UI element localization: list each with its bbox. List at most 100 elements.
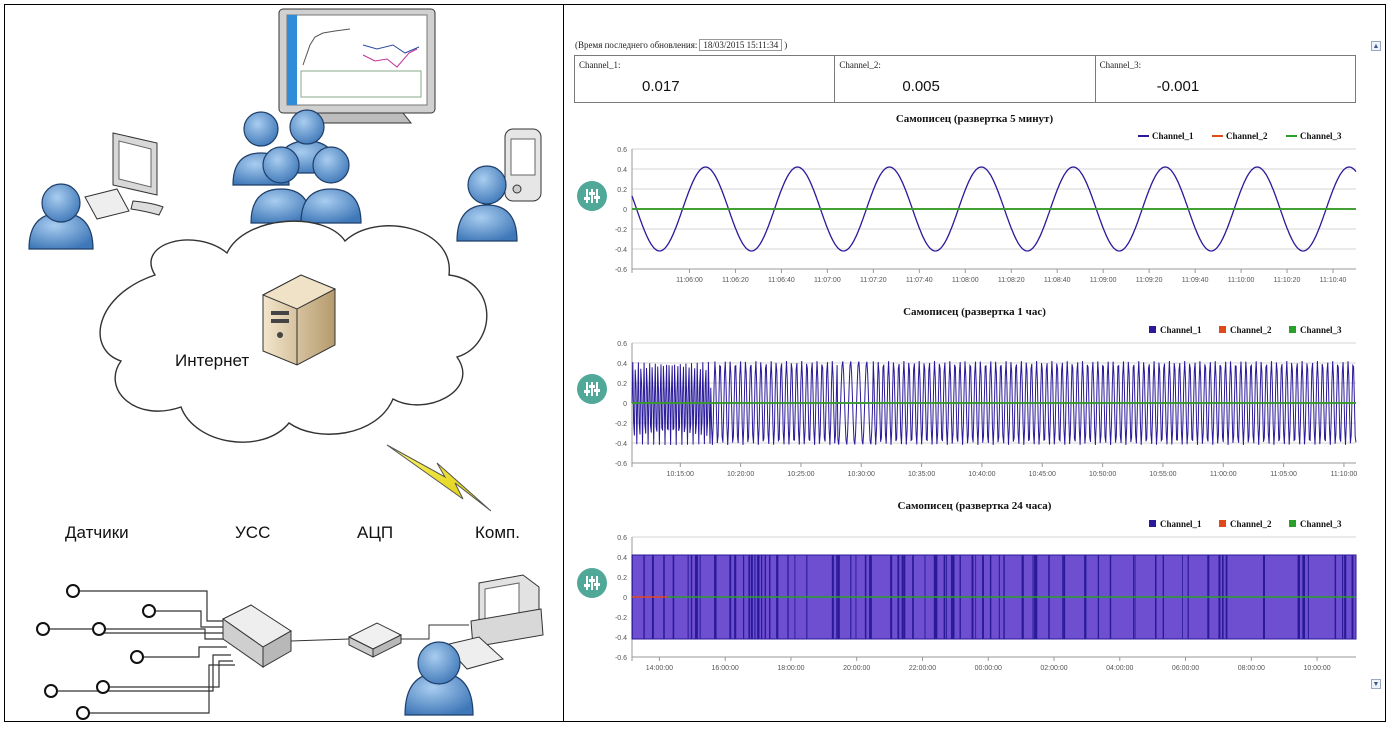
sliders-icon	[584, 189, 600, 203]
x-tick-label: 06:00:00	[1172, 665, 1199, 672]
x-tick-label: 10:00:00	[1303, 665, 1330, 672]
legend-label: Channel_2	[1230, 519, 1272, 529]
y-tick-label: 0.4	[617, 361, 627, 368]
x-tick-label: 10:30:00	[848, 471, 875, 478]
x-tick-label: 10:20:00	[727, 471, 754, 478]
y-tick-label: 0.2	[617, 381, 627, 388]
x-tick-label: 11:06:40	[768, 277, 795, 284]
chart-24h: Channel_3 Channel_2 Channel_1 0.6 0.4 0.2 0 -0.…	[615, 519, 1357, 672]
lightning-bolt-icon	[386, 444, 492, 512]
internet-label: Интернет	[175, 351, 250, 370]
y-tick-label: -0.4	[615, 635, 627, 642]
chart-1h-title: Самописец (развертка 1 час)	[903, 306, 1046, 318]
x-tick-label: 11:09:00	[1090, 277, 1117, 284]
x-tick-label: 11:09:20	[1136, 277, 1163, 284]
x-tick-label: 10:40:00	[968, 471, 995, 478]
legend-label: Channel_2	[1230, 325, 1272, 335]
x-tick-label: 14:00:00	[646, 665, 673, 672]
x-tick-label: 11:10:20	[1274, 277, 1301, 284]
channel-1-value: 0.017	[642, 78, 680, 95]
x-tick-label: 10:15:00	[667, 471, 694, 478]
y-tick-label: 0.2	[617, 575, 627, 582]
adc-label: АЦП	[357, 523, 394, 542]
recorder-panel: (Время последнего обновления: 18/03/2015 …	[564, 5, 1385, 721]
users-group-icon	[232, 109, 362, 224]
last-update-time: 18/03/2015 15:11:34	[699, 39, 783, 51]
legend-label: Channel_2	[1226, 131, 1268, 141]
channel-3-label: Channel_3:	[1099, 60, 1142, 70]
mobile-user-icon	[456, 128, 542, 242]
x-tick-label: 11:07:40	[906, 277, 933, 284]
chart-24h-title: Самописец (развертка 24 часа)	[897, 500, 1052, 512]
x-tick-label: 10:25:00	[787, 471, 814, 478]
legend-label: Channel_1	[1152, 131, 1194, 141]
sensor-icons	[36, 584, 156, 720]
last-update-suffix: )	[784, 40, 788, 50]
last-update-line: (Время последнего обновления: 18/03/2015 …	[575, 39, 788, 51]
x-tick-label: 16:00:00	[712, 665, 739, 672]
last-update-prefix: (Время последнего обновления:	[575, 40, 698, 50]
conditioner-label: УСС	[235, 523, 271, 542]
y-tick-label: 0.6	[617, 147, 627, 154]
legend-label: Channel_1	[1160, 519, 1202, 529]
signal-conditioner-icon	[222, 604, 292, 668]
x-tick-label: 10:55:00	[1149, 471, 1176, 478]
x-tick-label: 11:10:00	[1228, 277, 1255, 284]
legend-swatch	[1219, 520, 1226, 527]
monitor-icon	[278, 8, 436, 124]
y-tick-label: 0	[623, 401, 627, 408]
legend-label: Channel_1	[1160, 325, 1202, 335]
x-tick-label: 18:00:00	[777, 665, 804, 672]
y-tick-label: -0.2	[615, 421, 627, 428]
adc-icon	[347, 622, 403, 658]
legend-label: Channel_3	[1300, 325, 1342, 335]
chart-1h-settings-button[interactable]	[577, 374, 607, 404]
computer-icon	[404, 574, 544, 716]
y-tick-label: -0.6	[615, 461, 627, 468]
x-tick-label: 11:06:00	[676, 277, 703, 284]
x-tick-label: 11:08:20	[998, 277, 1025, 284]
legend-label: Channel_3	[1300, 519, 1342, 529]
channel-2-value: 0.005	[902, 78, 940, 95]
legend-label: Channel_3	[1300, 131, 1342, 141]
scroll-up-icon[interactable]: ▲	[1371, 41, 1381, 51]
y-tick-label: 0.4	[617, 555, 627, 562]
sliders-icon	[584, 576, 600, 590]
x-tick-label: 04:00:00	[1106, 665, 1133, 672]
system-diagram: Интернет Датчики УСС АЦП Комп.	[5, 5, 563, 721]
x-tick-label: 11:08:40	[1044, 277, 1071, 284]
y-tick-label: -0.4	[615, 441, 627, 448]
channel-cell: Channel_2: 0.005	[835, 56, 1096, 102]
y-tick-label: -0.6	[615, 655, 627, 662]
sensors-label: Датчики	[65, 523, 129, 542]
x-tick-label: 11:06:20	[722, 277, 749, 284]
scroll-down-icon[interactable]: ▼	[1371, 679, 1381, 689]
x-tick-label: 11:07:00	[814, 277, 841, 284]
legend-swatch	[1149, 520, 1156, 527]
sliders-icon	[584, 382, 600, 396]
channel-cell: Channel_3: -0.001	[1096, 56, 1355, 102]
x-tick-label: 11:05:00	[1270, 471, 1297, 478]
y-tick-label: -0.6	[615, 267, 627, 274]
server-icon	[261, 274, 337, 366]
chart-1h: Channel_3 Channel_2 Channel_1 0.6 0.4 0.2 0 -0.…	[615, 325, 1357, 478]
computer-label: Комп.	[475, 523, 520, 542]
x-tick-label: 02:00:00	[1040, 665, 1067, 672]
panel-divider	[563, 4, 564, 722]
y-tick-label: -0.2	[615, 227, 627, 234]
x-tick-label: 10:35:00	[908, 471, 935, 478]
channel-values-table: Channel_1: 0.017 Channel_2: 0.005 Channe…	[574, 55, 1356, 103]
sensor-wiring	[43, 590, 235, 714]
y-tick-label: 0.2	[617, 187, 627, 194]
y-tick-label: 0.6	[617, 341, 627, 348]
chart-24h-settings-button[interactable]	[577, 568, 607, 598]
x-tick-label: 11:10:40	[1320, 277, 1347, 284]
legend-swatch	[1289, 520, 1296, 527]
y-tick-label: -0.2	[615, 615, 627, 622]
chart-5min-settings-button[interactable]	[577, 181, 607, 211]
x-tick-label: 11:08:00	[952, 277, 979, 284]
x-tick-label: 20:00:00	[843, 665, 870, 672]
channel-cell: Channel_1: 0.017	[575, 56, 836, 102]
x-tick-label: 22:00:00	[909, 665, 936, 672]
chart-5min: Channel_3 Channel_2 Channel_1 0.6 0.4 0.2 0 -0.…	[615, 131, 1357, 284]
